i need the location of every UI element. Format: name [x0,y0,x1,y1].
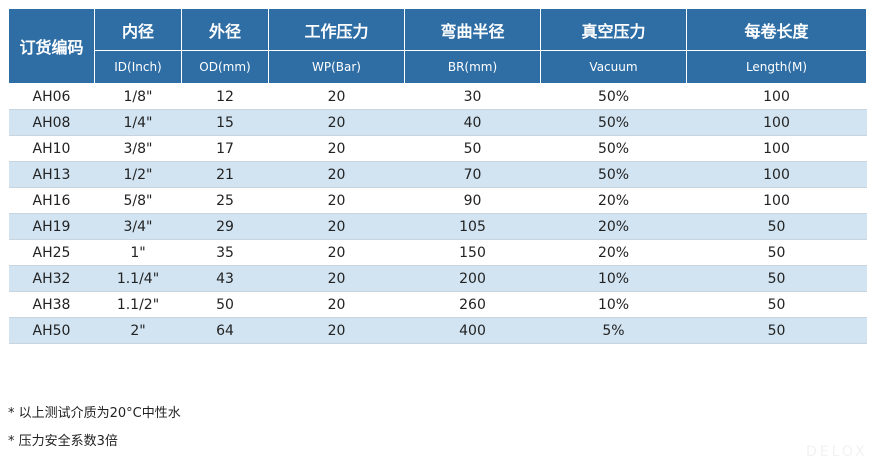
table-cell: 20 [268,265,405,292]
table-row: AH13 1/2" 21 20 70 50% 100 [8,161,867,188]
table-cell: 1/4" [94,109,182,136]
table-cell: 50% [540,109,687,136]
table-cell: 21 [181,161,269,188]
subheader-br: BR(mm) [404,50,541,84]
table-cell: 50 [404,135,541,162]
table-cell: 100 [686,135,867,162]
table-cell: AH25 [8,239,95,266]
table-cell: 20% [540,213,687,240]
table-cell: 50% [540,161,687,188]
table-cell: AH10 [8,135,95,162]
table-cell: 100 [686,187,867,214]
table-cell: AH16 [8,187,95,214]
table-cell: 200 [404,265,541,292]
subheader-id: ID(Inch) [94,50,182,84]
table-cell: 20% [540,187,687,214]
note-test-medium: * 以上测试介质为20°C中性水 [8,406,181,421]
subheader-wp: WP(Bar) [268,50,405,84]
table-row: AH32 1.1/4" 43 20 200 10% 50 [8,265,867,292]
table-cell: 20 [268,239,405,266]
table-cell: 20% [540,239,687,266]
table-cell: 3/8" [94,135,182,162]
table-cell: 260 [404,291,541,318]
table-cell: AH13 [8,161,95,188]
table-cell: 29 [181,213,269,240]
table-cell: AH06 [8,83,95,110]
table-row: AH10 3/8" 17 20 50 50% 100 [8,135,867,162]
table-cell: 50 [686,239,867,266]
table-cell: 50 [686,317,867,344]
subheader-vacuum: Vacuum [540,50,687,84]
header-order-code: 订货编码 [8,8,95,84]
table-cell: AH19 [8,213,95,240]
table-cell: 50 [686,213,867,240]
header-od: 外径 [181,8,269,51]
header-id: 内径 [94,8,182,51]
table-cell: 50% [540,83,687,110]
table-cell: 1/2" [94,161,182,188]
watermark: DELOX [806,444,868,460]
table-cell: 5% [540,317,687,344]
table-cell: AH38 [8,291,95,318]
table-cell: 20 [268,291,405,318]
table-cell: 20 [268,317,405,344]
table-cell: 30 [404,83,541,110]
notes: * 以上测试介质为20°C中性水 * 压力安全系数3倍 [8,400,181,456]
table-row: AH19 3/4" 29 20 105 20% 50 [8,213,867,240]
header-wp: 工作压力 [268,8,405,51]
table-cell: 35 [181,239,269,266]
header-vacuum: 真空压力 [540,8,687,51]
table-cell: 3/4" [94,213,182,240]
subheader-od: OD(mm) [181,50,269,84]
table-row: AH25 1" 35 20 150 20% 50 [8,239,867,266]
table-cell: 25 [181,187,269,214]
table-row: AH16 5/8" 25 20 90 20% 100 [8,187,867,214]
table-cell: 1.1/2" [94,291,182,318]
spec-table: 订货编码 内径 外径 工作压力 弯曲半径 真空压力 每卷长度 ID(Inch) … [8,8,867,344]
table-cell: 20 [268,161,405,188]
table-cell: 150 [404,239,541,266]
table-cell: 100 [686,109,867,136]
table-cell: 20 [268,83,405,110]
table-cell: 50% [540,135,687,162]
table-cell: 1" [94,239,182,266]
table-cell: 50 [181,291,269,318]
table-cell: 1.1/4" [94,265,182,292]
table-cell: 100 [686,83,867,110]
table-row: AH08 1/4" 15 20 40 50% 100 [8,109,867,136]
table-cell: 20 [268,135,405,162]
table-cell: 1/8" [94,83,182,110]
table-cell: AH08 [8,109,95,136]
table-cell: AH50 [8,317,95,344]
subheader-length: Length(M) [686,50,867,84]
table-cell: 105 [404,213,541,240]
table-cell: 10% [540,291,687,318]
table-cell: 40 [404,109,541,136]
table-cell: 70 [404,161,541,188]
table-cell: 400 [404,317,541,344]
table-cell: 2" [94,317,182,344]
table-cell: AH32 [8,265,95,292]
table-cell: 50 [686,265,867,292]
table-cell: 20 [268,187,405,214]
table-row: AH06 1/8" 12 20 30 50% 100 [8,83,867,110]
table-cell: 15 [181,109,269,136]
table-row: AH50 2" 64 20 400 5% 50 [8,317,867,344]
table-cell: 90 [404,187,541,214]
table-cell: 43 [181,265,269,292]
table-cell: 100 [686,161,867,188]
table-cell: 17 [181,135,269,162]
table-cell: 20 [268,213,405,240]
header-length: 每卷长度 [686,8,867,51]
table-cell: 5/8" [94,187,182,214]
table-cell: 12 [181,83,269,110]
table-cell: 10% [540,265,687,292]
table-cell: 20 [268,109,405,136]
header-br: 弯曲半径 [404,8,541,51]
table-row: AH38 1.1/2" 50 20 260 10% 50 [8,291,867,318]
table-cell: 50 [686,291,867,318]
table-cell: 64 [181,317,269,344]
note-safety-factor: * 压力安全系数3倍 [8,434,118,449]
